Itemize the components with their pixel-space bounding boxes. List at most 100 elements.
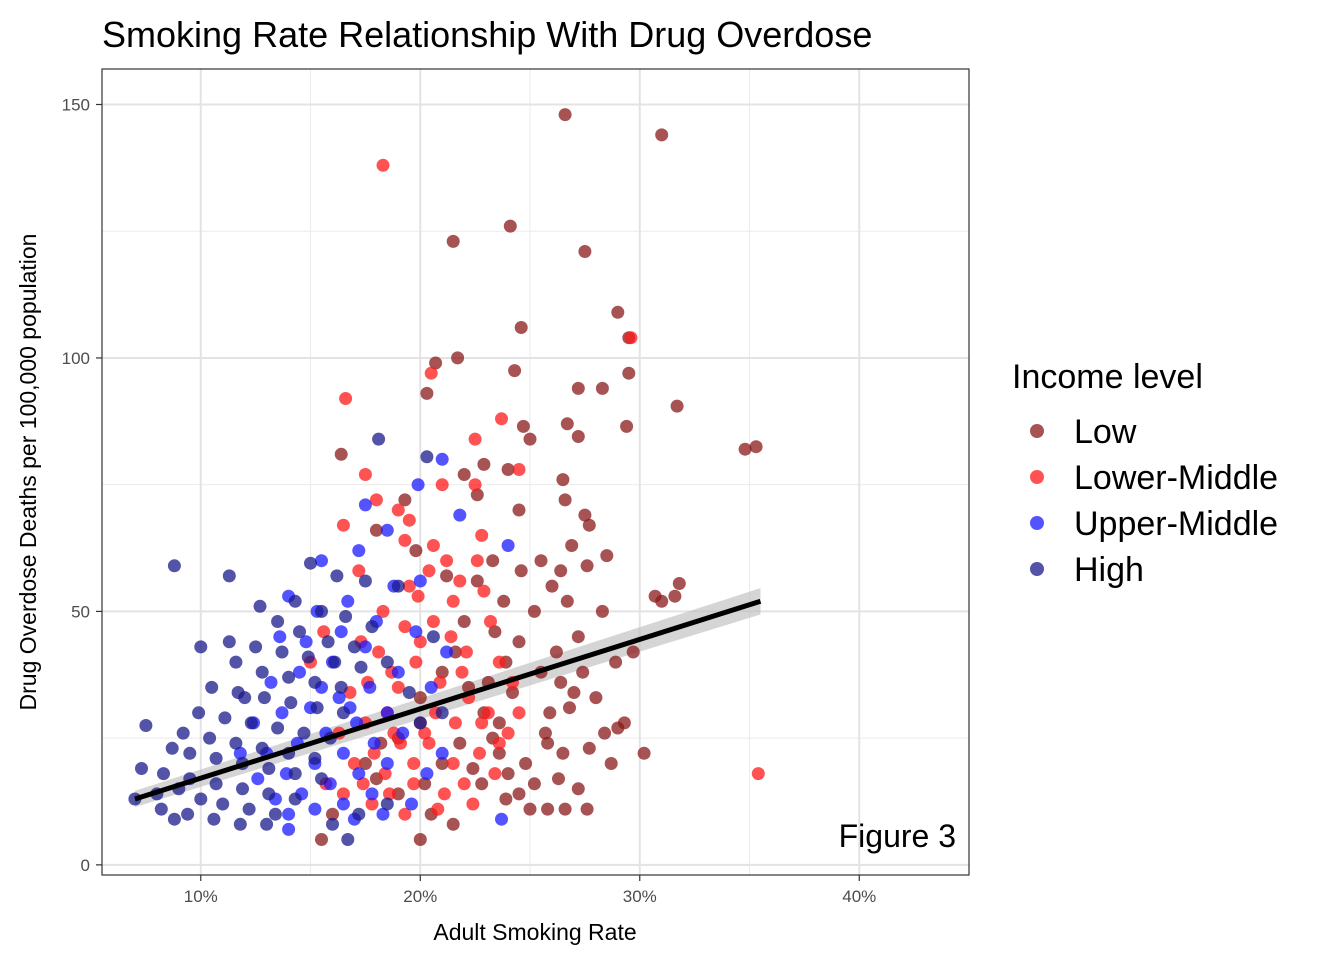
point-high (181, 807, 195, 821)
point-upper-middle (282, 822, 296, 836)
point-low (418, 777, 432, 791)
point-high (205, 680, 219, 694)
point-low (611, 305, 625, 319)
point-low (440, 569, 454, 583)
point-low (556, 746, 570, 760)
point-high (372, 432, 386, 446)
point-low (358, 757, 372, 770)
y-tick-label: 150 (62, 95, 90, 114)
point-high (402, 686, 416, 699)
point-lower-middle (466, 797, 480, 811)
legend-item-lower-middle: Lower-Middle (1030, 459, 1278, 497)
point-high (352, 807, 366, 821)
trend-line (134, 598, 762, 802)
point-high (339, 610, 353, 623)
point-high (301, 650, 315, 664)
point-high (275, 645, 289, 659)
point-low (514, 321, 528, 334)
point-lower-middle (356, 777, 370, 791)
legend-item-high: High (1030, 551, 1144, 589)
point-lower-middle (512, 463, 526, 476)
y-tick-label: 0 (81, 856, 90, 875)
point-high (354, 660, 368, 674)
point-high (167, 559, 181, 573)
point-high (135, 762, 148, 775)
point-lower-middle (488, 767, 502, 781)
point-high (336, 706, 350, 720)
point-upper-middle (391, 665, 405, 679)
point-low (571, 782, 585, 796)
point-low (499, 792, 513, 806)
chart-title: Smoking Rate Relationship With Drug Over… (102, 14, 872, 55)
point-high (216, 797, 230, 811)
point-upper-middle (336, 797, 350, 811)
point-upper-middle (273, 630, 287, 644)
point-lower-middle (391, 503, 405, 517)
point-low (486, 554, 500, 568)
point-lower-middle (470, 554, 484, 568)
point-lower-middle (407, 777, 421, 791)
point-high (207, 812, 221, 826)
point-high (284, 696, 298, 710)
point-low (446, 234, 460, 248)
point-low (655, 594, 669, 608)
point-lower-middle (475, 528, 489, 542)
point-upper-middle (299, 635, 313, 649)
point-lower-middle (398, 533, 412, 547)
point-low (451, 351, 465, 365)
point-low (409, 544, 423, 558)
point-high (426, 630, 440, 644)
point-low (558, 493, 572, 507)
point-lower-middle (352, 564, 366, 578)
point-lower-middle (473, 746, 486, 760)
point-low (622, 366, 636, 380)
point-upper-middle (501, 539, 515, 552)
point-low (558, 802, 572, 816)
point-low (560, 594, 574, 608)
point-high (308, 751, 322, 765)
point-low (626, 645, 640, 659)
point-high (365, 620, 379, 634)
point-low (595, 604, 609, 618)
point-low (543, 706, 557, 720)
point-upper-middle (275, 706, 289, 720)
point-lower-middle (411, 589, 425, 603)
point-lower-middle (367, 746, 381, 760)
point-high (328, 655, 342, 669)
point-lower-middle (402, 513, 416, 527)
point-high (209, 777, 223, 791)
y-axis-title: Drug Overdose Deaths per 100,000 populat… (15, 234, 41, 711)
point-high (255, 665, 269, 679)
point-high (167, 812, 181, 826)
point-low (563, 701, 576, 715)
point-low (516, 419, 530, 433)
point-upper-middle (413, 574, 427, 588)
point-low (453, 736, 467, 750)
point-low (580, 802, 594, 816)
point-low (582, 518, 596, 532)
point-high (341, 833, 355, 846)
point-lower-middle (398, 620, 412, 634)
point-low (488, 625, 502, 639)
point-upper-middle (308, 802, 322, 816)
point-low (492, 716, 506, 730)
point-lower-middle (422, 736, 436, 750)
point-lower-middle (484, 615, 497, 628)
legend: Income level Low Lower-Middle Upper-Middle… (1012, 358, 1278, 589)
point-high (262, 762, 276, 775)
point-lower-middle (435, 478, 449, 492)
point-low (446, 817, 460, 831)
point-upper-middle (453, 508, 467, 522)
point-upper-middle (358, 640, 372, 654)
point-upper-middle (424, 680, 438, 694)
point-upper-middle (352, 767, 366, 781)
x-tick-label: 20% (403, 887, 437, 906)
point-lower-middle (413, 635, 427, 649)
point-upper-middle (282, 807, 296, 821)
y-tick-label: 50 (71, 602, 90, 621)
point-low (637, 746, 651, 760)
point-low (538, 726, 552, 740)
point-high (334, 680, 348, 694)
point-low (466, 762, 480, 775)
